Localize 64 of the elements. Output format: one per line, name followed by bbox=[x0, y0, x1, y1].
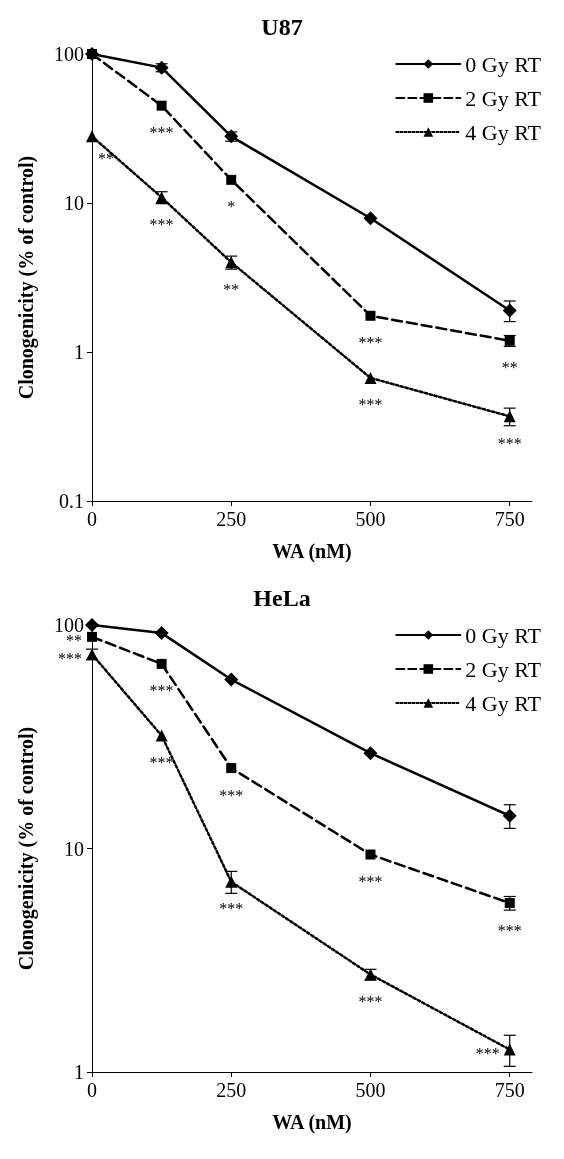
point bbox=[226, 763, 237, 774]
y-tick-label: 0.1 bbox=[59, 490, 84, 512]
y-tick-label: 10 bbox=[64, 837, 84, 860]
y-tick-label: 1 bbox=[74, 341, 84, 363]
point bbox=[503, 410, 516, 423]
point bbox=[155, 729, 168, 742]
point bbox=[86, 130, 98, 143]
x-axis-title: WA (nM) bbox=[272, 1111, 352, 1134]
point bbox=[363, 211, 378, 226]
x-axis-title: WA (nM) bbox=[272, 540, 352, 563]
y-tick-label: 1 bbox=[74, 1061, 84, 1083]
chart-title: HeLa bbox=[253, 585, 311, 611]
annotation: *** bbox=[149, 754, 174, 772]
annotation: *** bbox=[497, 921, 522, 939]
annotation: *** bbox=[219, 786, 244, 804]
legend-label: 2 Gy RT bbox=[465, 85, 542, 111]
annotation: *** bbox=[358, 396, 383, 414]
point bbox=[87, 631, 97, 642]
point bbox=[156, 100, 167, 111]
annotation: ** bbox=[223, 280, 240, 298]
annotation: *** bbox=[149, 215, 174, 233]
x-tick-label: 0 bbox=[87, 508, 97, 530]
y-axis-title: Clonogenicity (% of control) bbox=[15, 155, 38, 400]
annotation: *** bbox=[497, 434, 522, 452]
point bbox=[363, 746, 378, 761]
y-tick-label: 10 bbox=[64, 192, 84, 214]
x-tick-label: 750 bbox=[494, 508, 525, 530]
point bbox=[502, 808, 517, 823]
annotation: *** bbox=[219, 900, 244, 918]
legend-label: 0 Gy RT bbox=[465, 51, 542, 77]
point bbox=[85, 618, 99, 632]
point bbox=[365, 849, 376, 860]
point bbox=[225, 875, 238, 888]
annotation: *** bbox=[358, 993, 383, 1011]
point bbox=[224, 672, 239, 687]
annotation: *** bbox=[358, 873, 383, 891]
x-tick-label: 250 bbox=[216, 1079, 247, 1101]
point bbox=[154, 626, 169, 641]
legend-label: 4 Gy RT bbox=[465, 690, 542, 716]
annotation: * bbox=[227, 198, 236, 216]
chart-title: U87 bbox=[261, 14, 303, 40]
y-axis-title: Clonogenicity (% of control) bbox=[15, 726, 38, 971]
annotation: *** bbox=[149, 682, 174, 700]
annotation: *** bbox=[149, 124, 174, 142]
annotation: *** bbox=[475, 1045, 500, 1063]
annotation: ** bbox=[501, 359, 518, 377]
legend-label: 4 Gy RT bbox=[465, 119, 542, 145]
annotation: *** bbox=[358, 334, 383, 352]
y-tick-label: 100 bbox=[54, 43, 84, 65]
point bbox=[365, 310, 376, 321]
point bbox=[364, 371, 377, 384]
point bbox=[503, 1043, 516, 1056]
x-tick-label: 500 bbox=[355, 1079, 386, 1101]
point bbox=[86, 648, 98, 661]
x-tick-label: 0 bbox=[87, 1079, 97, 1101]
legend-label: 0 Gy RT bbox=[465, 622, 542, 648]
point bbox=[226, 174, 237, 185]
x-tick-label: 750 bbox=[494, 1079, 525, 1101]
point bbox=[502, 303, 517, 318]
x-tick-label: 250 bbox=[216, 508, 247, 530]
annotation: *** bbox=[58, 649, 82, 667]
x-tick-label: 500 bbox=[355, 508, 386, 530]
point bbox=[156, 658, 167, 669]
legend-label: 2 Gy RT bbox=[465, 656, 542, 682]
